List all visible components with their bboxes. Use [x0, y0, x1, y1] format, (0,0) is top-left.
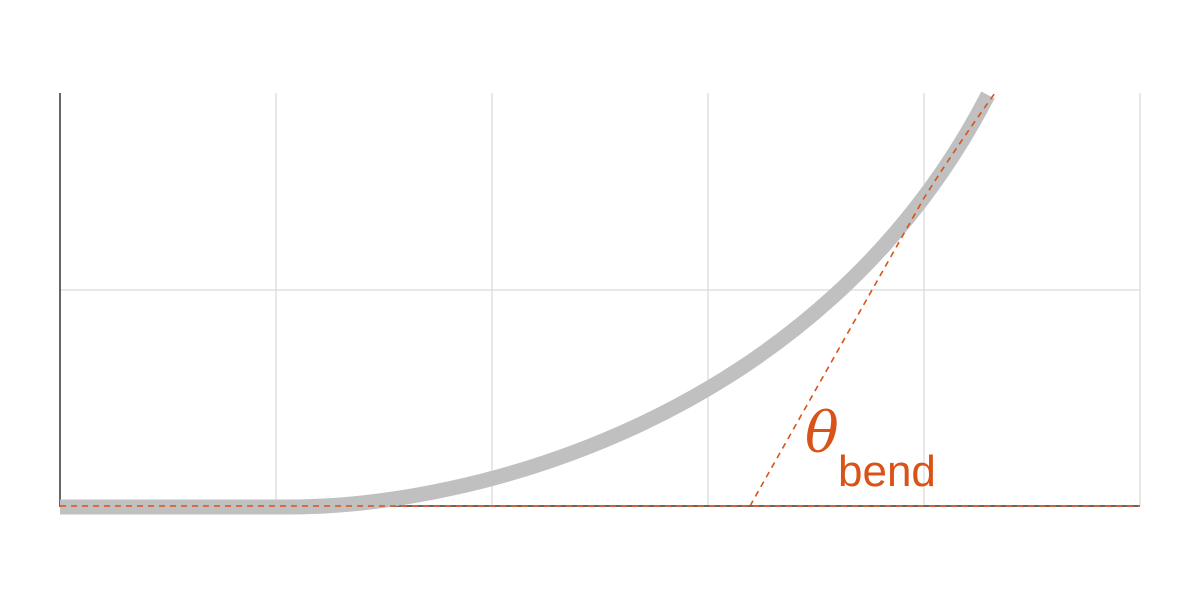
- reference-line-tangent: [749, 92, 996, 507]
- theta-subscript: bend: [838, 447, 936, 496]
- bend-curve: [60, 91, 995, 515]
- grid: [60, 93, 1141, 506]
- bend-angle-label: θ bend: [805, 401, 936, 496]
- theta-symbol: θ: [805, 401, 839, 466]
